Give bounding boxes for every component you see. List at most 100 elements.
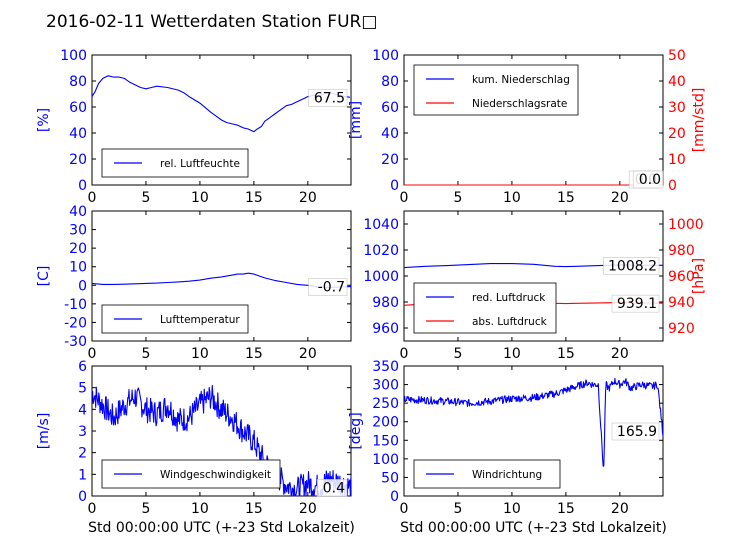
y-tick-label: 80 <box>381 74 399 90</box>
y-tick-label: 30 <box>69 223 87 239</box>
y-tick-label: 1020 <box>363 243 399 259</box>
y2-tick-label: 10 <box>668 152 686 168</box>
series-line <box>403 377 664 467</box>
y-tick-label: 80 <box>69 74 87 90</box>
value-annotation: -0.7 <box>308 278 348 296</box>
legend-label: red. Luftdruck <box>472 292 546 304</box>
legend-label: abs. Luftdruck <box>472 316 548 328</box>
y-tick-label: 60 <box>381 100 399 116</box>
y-tick-label: 20 <box>69 152 87 168</box>
x-tick-label: 10 <box>503 190 521 206</box>
x-tick-label: 5 <box>141 190 150 206</box>
x-tick-label: 20 <box>299 346 317 362</box>
x-tick-label: 20 <box>611 346 629 362</box>
y-tick-label: 50 <box>381 470 399 486</box>
annotation-box <box>308 88 348 107</box>
y2-tick-label: 20 <box>668 126 686 142</box>
y-tick-label: -10 <box>64 297 87 313</box>
x-tick-label: 20 <box>299 501 317 517</box>
series-line <box>91 384 352 497</box>
annotation-box <box>603 257 660 275</box>
y-tick-label: 250 <box>372 396 399 412</box>
y-tick-label: 100 <box>60 48 87 64</box>
x-tick-label: 5 <box>141 346 150 362</box>
annotation-value: 67.5 <box>314 90 345 106</box>
x-tick-label: 10 <box>191 346 209 362</box>
legend: Lufttemperatur <box>101 304 249 334</box>
y-tick-label: 1 <box>78 467 87 483</box>
value-annotation: 0.0 <box>632 170 664 189</box>
value-annotation: 67.5 <box>308 88 348 107</box>
y-tick-label: 4 <box>78 402 87 418</box>
y-tick-label: 150 <box>372 433 399 449</box>
y-tick-label: 200 <box>372 415 399 431</box>
y-tick-label: 20 <box>381 152 399 168</box>
y-tick-label: 40 <box>69 204 87 220</box>
y-tick-label: 0 <box>390 178 399 194</box>
y-tick-label: 2 <box>78 446 87 462</box>
y-tick-label: 0 <box>78 178 87 194</box>
y-axis-label: [deg] <box>348 412 364 449</box>
x-tick-label: 5 <box>453 346 462 362</box>
y-tick-label: 5 <box>78 381 87 397</box>
legend-box <box>413 282 557 334</box>
annotation-value: 1008.2 <box>608 258 657 274</box>
y-tick-label: 0 <box>78 489 87 505</box>
figure-title: 2016-02-11 Wetterdaten Station FUR□ <box>46 12 377 32</box>
value-annotation: 0.4 <box>316 479 348 497</box>
y-axis-label: [C] <box>36 266 52 287</box>
legend-label: kum. Niederschlag <box>472 74 570 86</box>
annotation-value: 0.4 <box>323 480 345 496</box>
y-tick-label: 350 <box>372 359 399 375</box>
value-annotation: 1008.2 <box>603 257 660 275</box>
annotation-box <box>611 294 660 313</box>
y-tick-label: 960 <box>372 321 399 337</box>
legend-label: Lufttemperatur <box>160 314 240 326</box>
y-axis-label: [mm] <box>348 101 364 139</box>
x-tick-label: 0 <box>88 346 97 362</box>
x-tick-label: 20 <box>611 190 629 206</box>
y-tick-label: 100 <box>372 452 399 468</box>
y-tick-label: 1040 <box>363 217 399 233</box>
annotation-box <box>308 278 348 296</box>
x-tick-label: 0 <box>88 501 97 517</box>
legend: rel. Luftfeuchte <box>101 148 249 178</box>
legend: red. Luftdruck abs. Luftdruck <box>413 282 557 334</box>
y2-tick-label: 0 <box>668 178 677 194</box>
chart-panel-2: 0 5 10 15 20 0 20 40 60 80 100 0 10 20 30 40 50 [mm] [mm/s… <box>348 48 707 206</box>
x-tick-label: 0 <box>400 346 409 362</box>
y-tick-label: 40 <box>381 126 399 142</box>
legend-label: Windrichtung <box>472 469 542 481</box>
x-tick-label: 10 <box>503 501 521 517</box>
x-tick-label: 15 <box>245 346 263 362</box>
legend-label: rel. Luftfeuchte <box>160 158 240 170</box>
annotation-value: 0.0 <box>639 172 661 188</box>
legend: kum. Niederschlag Niederschlagsrate <box>413 64 579 116</box>
annotation-value: 165.9 <box>617 424 657 440</box>
y-tick-label: 0 <box>78 278 87 294</box>
annotation-box <box>316 479 348 497</box>
y-tick-label: -20 <box>64 315 87 331</box>
annotation-box <box>611 422 660 441</box>
chart-panel-5: 0 5 10 15 20 0 1 2 3 4 5 6 [m/s] Std 00:00:00 UTC (+-… <box>36 359 355 536</box>
x-tick-label: 15 <box>557 501 575 517</box>
y-tick-label: 980 <box>372 295 399 311</box>
legend-label: Niederschlagsrate <box>472 98 567 110</box>
x-tick-label: 15 <box>557 346 575 362</box>
annotation-value: -0.7 <box>318 280 345 296</box>
y-tick-label: 3 <box>78 424 87 440</box>
y-tick-label: 40 <box>69 126 87 142</box>
y-tick-label: 1000 <box>363 269 399 285</box>
x-tick-label: 0 <box>400 190 409 206</box>
legend-label: Windgeschwindigkeit <box>160 469 271 481</box>
y2-tick-label: 40 <box>668 74 686 90</box>
y-axis-label: [%] <box>36 108 52 132</box>
x-tick-label: 20 <box>611 501 629 517</box>
series-line <box>91 272 352 289</box>
y-tick-label: 10 <box>69 260 87 276</box>
legend-box <box>413 64 579 116</box>
y2-axis-label: [mm/std] <box>691 88 707 153</box>
x-tick-label: 5 <box>453 501 462 517</box>
